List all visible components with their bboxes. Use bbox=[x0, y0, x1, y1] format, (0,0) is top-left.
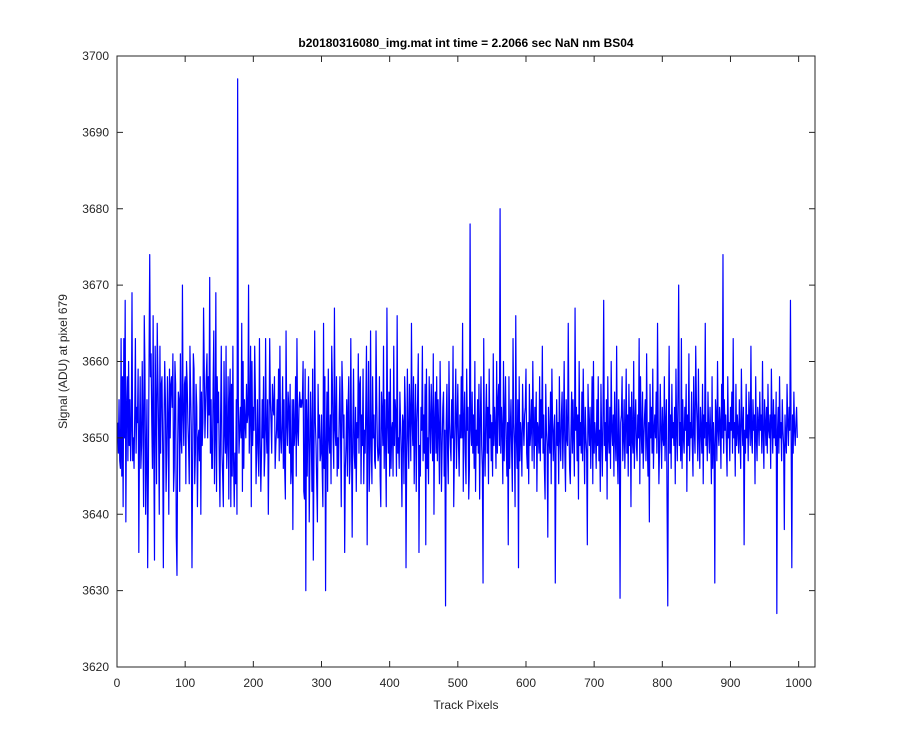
x-tick-label: 300 bbox=[311, 676, 331, 690]
y-tick-label: 3690 bbox=[82, 125, 109, 139]
y-tick-label: 3700 bbox=[82, 49, 109, 63]
y-tick-label: 3640 bbox=[82, 507, 109, 521]
x-tick-label: 1000 bbox=[785, 676, 812, 690]
y-tick-label: 3660 bbox=[82, 355, 109, 369]
y-tick-label: 3650 bbox=[82, 431, 109, 445]
x-tick-label: 400 bbox=[380, 676, 400, 690]
x-tick-label: 800 bbox=[652, 676, 672, 690]
x-tick-label: 200 bbox=[243, 676, 263, 690]
plot-area bbox=[117, 78, 798, 615]
x-tick-label: 500 bbox=[448, 676, 468, 690]
x-tick-label: 900 bbox=[720, 676, 740, 690]
x-tick-label: 100 bbox=[175, 676, 195, 690]
x-tick-label: 700 bbox=[584, 676, 604, 690]
y-tick-label: 3630 bbox=[82, 584, 109, 598]
series-line-0 bbox=[117, 78, 798, 615]
y-tick-label: 3680 bbox=[82, 202, 109, 216]
x-tick-label: 600 bbox=[516, 676, 536, 690]
chart-title: b20180316080_img.mat int time = 2.2066 s… bbox=[298, 36, 634, 50]
x-axis-label: Track Pixels bbox=[434, 698, 499, 712]
axes: 0 100 200 300 400 500 600 700 800 900 1000 3620 3630… bbox=[82, 49, 816, 690]
x-tick-label: 0 bbox=[114, 676, 121, 690]
y-axis-label: Signal (ADU) at pixel 679 bbox=[56, 294, 70, 429]
y-tick-label: 3620 bbox=[82, 660, 109, 674]
y-tick-label: 3670 bbox=[82, 278, 109, 292]
